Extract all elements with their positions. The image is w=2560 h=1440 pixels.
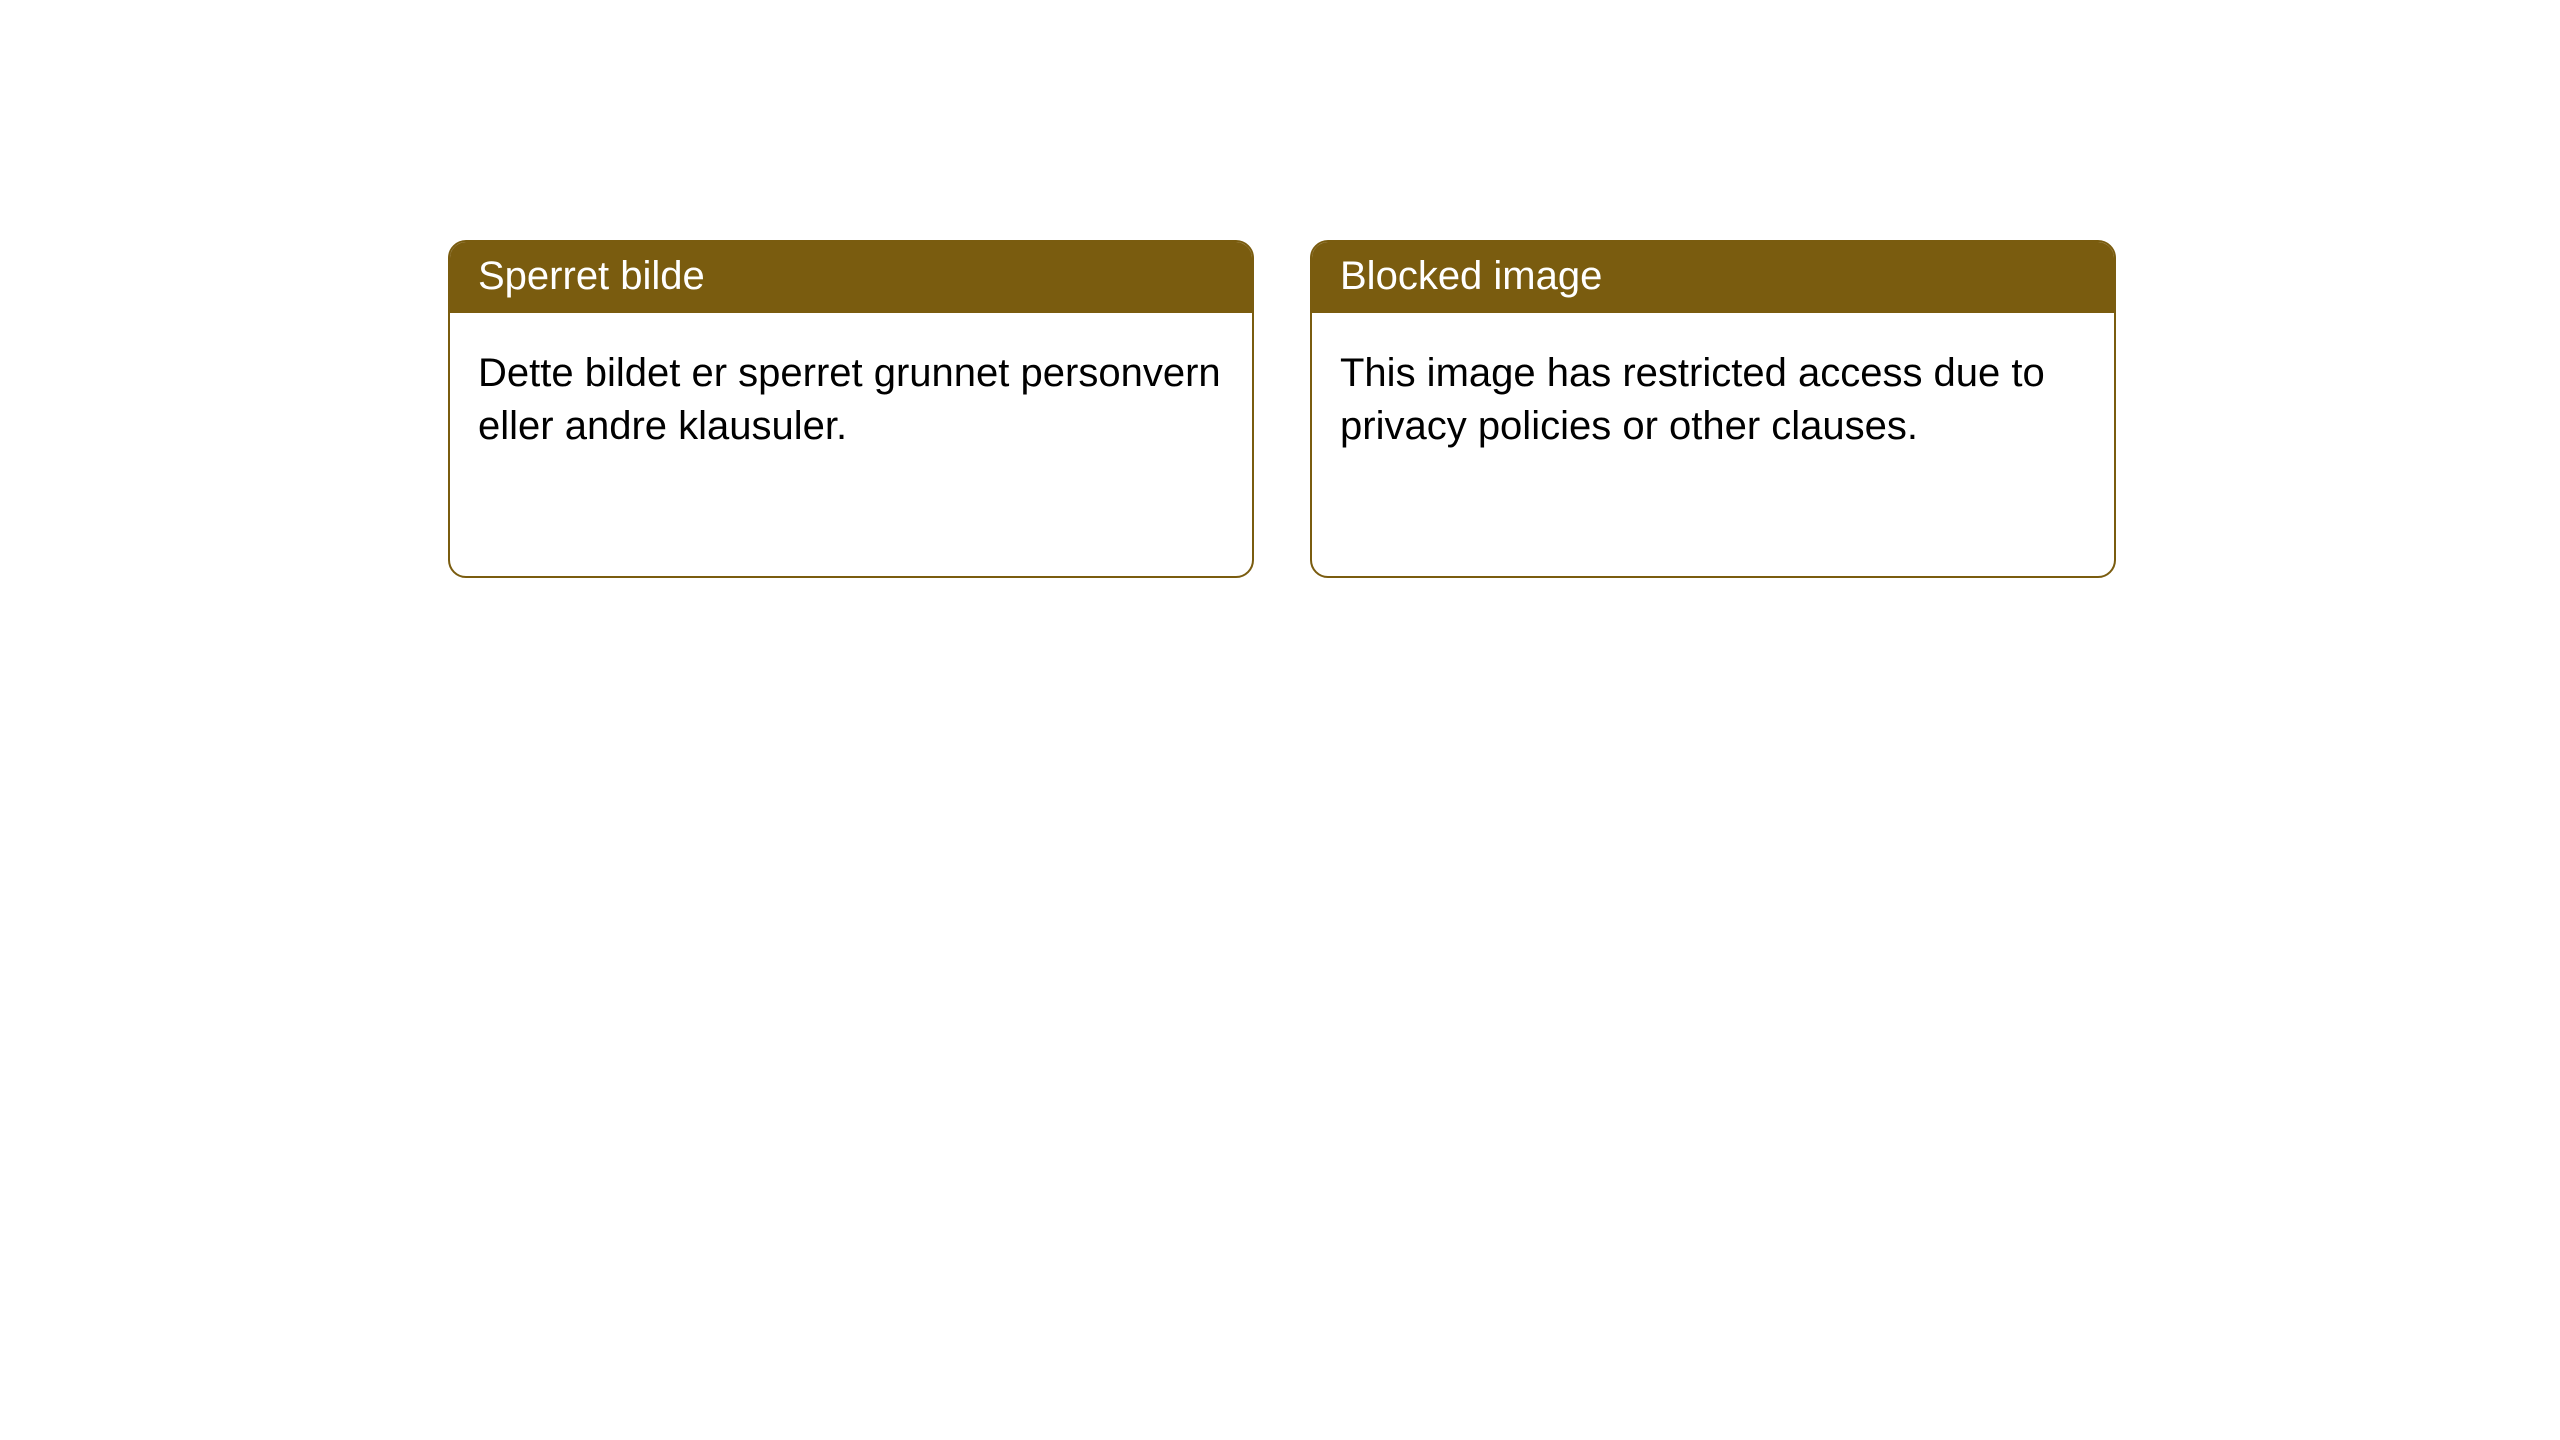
notice-card-title: Blocked image [1312,242,2114,313]
notice-cards-row: Sperret bilde Dette bildet er sperret gr… [448,240,2560,578]
notice-card-english: Blocked image This image has restricted … [1310,240,2116,578]
notice-card-body: Dette bildet er sperret grunnet personve… [450,313,1252,487]
notice-card-title: Sperret bilde [450,242,1252,313]
notice-card-body: This image has restricted access due to … [1312,313,2114,487]
notice-card-norwegian: Sperret bilde Dette bildet er sperret gr… [448,240,1254,578]
